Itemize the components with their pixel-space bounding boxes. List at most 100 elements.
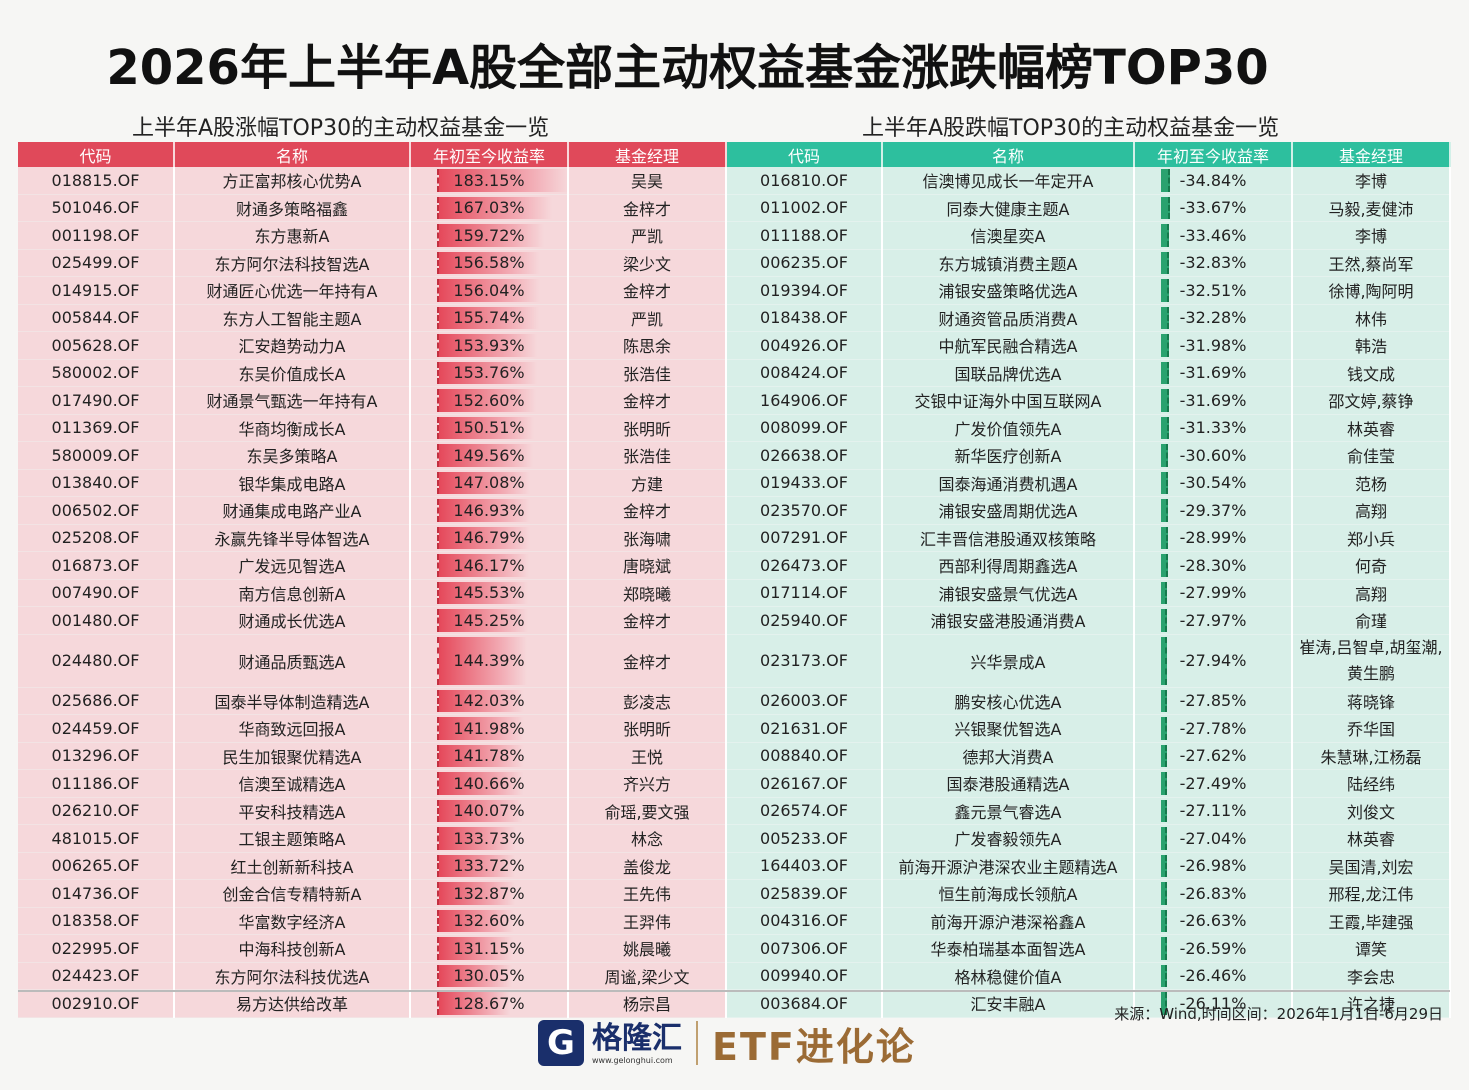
gain-code: 025499.OF — [18, 249, 175, 277]
gain-name: 广发远见智选A — [174, 551, 411, 580]
loss-manager: 王然,蔡尚军 — [1292, 249, 1451, 277]
loss-return: -30.60% — [1134, 441, 1293, 470]
loss-name: 华泰柏瑞基本面智选A — [882, 934, 1135, 963]
loss-header-return: 年初至今收益率 — [1134, 142, 1293, 167]
loss-return: -27.62% — [1134, 742, 1293, 770]
loss-manager: 吴国清,刘宏 — [1292, 852, 1451, 880]
gain-return: 128.67% — [410, 989, 569, 1018]
loss-code: 009940.OF — [726, 962, 883, 990]
gain-return-value: 128.67% — [453, 993, 525, 1013]
gain-code: 005844.OF — [18, 304, 175, 332]
loss-return-bar — [1161, 444, 1168, 467]
gain-return-value: 149.56% — [453, 445, 525, 465]
loss-return-bar — [1161, 526, 1168, 549]
gain-manager: 陈思余 — [568, 331, 727, 360]
gain-manager: 金梓才 — [568, 496, 727, 525]
brand-text: 格隆汇 www.gelonghui.com — [592, 1020, 682, 1065]
loss-return-bar — [1161, 689, 1167, 712]
brand-name: 格隆汇 — [592, 1020, 682, 1056]
loss-code: 023173.OF — [726, 634, 883, 688]
gain-return: 142.03% — [410, 687, 569, 715]
loss-name: 西部利得周期鑫选A — [882, 551, 1135, 580]
loss-return-value: -26.11% — [1179, 993, 1247, 1013]
loss-return: -32.28% — [1134, 304, 1293, 332]
brand-url: www.gelonghui.com — [592, 1055, 673, 1065]
gain-code: 026210.OF — [18, 797, 175, 825]
loss-return-value: -33.67% — [1179, 198, 1247, 218]
table-row: 025499.OF 东方阿尔法科技智选A 156.58% 梁少文 006235.OF 东方… — [18, 249, 1451, 277]
gain-return: 146.79% — [410, 524, 569, 552]
gain-name: 华富数字经济A — [174, 907, 411, 935]
loss-manager: 俞佳莹 — [1292, 441, 1451, 470]
loss-name: 汇丰晋信港股通双核策略 — [882, 524, 1135, 552]
gain-name: 华商均衡成长A — [174, 414, 411, 442]
loss-return: -32.51% — [1134, 276, 1293, 305]
gain-return-bar — [437, 196, 552, 219]
gain-return: 132.60% — [410, 907, 569, 935]
gain-name: 财通成长优选A — [174, 606, 411, 635]
loss-name: 国泰港股通精选A — [882, 769, 1135, 798]
gain-name: 财通多策略福鑫 — [174, 194, 411, 222]
gain-manager: 王先伟 — [568, 879, 727, 908]
gain-code: 014915.OF — [18, 276, 175, 305]
loss-name: 浦银安盛策略优选A — [882, 276, 1135, 305]
loss-code: 026638.OF — [726, 441, 883, 470]
gain-return-bar — [437, 827, 516, 850]
gain-name: 平安科技精选A — [174, 797, 411, 825]
table-row: 005628.OF 汇安趋势动力A 153.93% 陈思余 004926.OF 中航军民融… — [18, 331, 1451, 360]
gain-return: 141.98% — [410, 714, 569, 743]
loss-return: -31.69% — [1134, 359, 1293, 387]
gain-header-return: 年初至今收益率 — [410, 142, 569, 167]
loss-code: 023570.OF — [726, 496, 883, 525]
loss-code: 008840.OF — [726, 742, 883, 770]
loss-return: -28.30% — [1134, 551, 1293, 580]
loss-manager: 范杨 — [1292, 469, 1451, 497]
loss-code: 164906.OF — [726, 386, 883, 415]
gain-return-bar — [437, 416, 534, 439]
loss-name: 浦银安盛周期优选A — [882, 496, 1135, 525]
gain-code: 580009.OF — [18, 441, 175, 470]
gain-manager: 金梓才 — [568, 276, 727, 305]
gain-return-value: 141.78% — [453, 746, 525, 766]
gain-code: 013840.OF — [18, 469, 175, 497]
gain-code: 016873.OF — [18, 551, 175, 580]
gain-manager: 金梓才 — [568, 634, 727, 688]
gain-name: 信澳至诚精选A — [174, 769, 411, 798]
gain-return: 144.39% — [410, 634, 569, 688]
ranking-tables: 代码 名称 年初至今收益率 基金经理 代码 名称 年初至今收益率 基金经理 01… — [18, 142, 1451, 1018]
loss-return: -27.85% — [1134, 687, 1293, 715]
gain-header-manager: 基金经理 — [568, 142, 727, 167]
loss-return-bar — [1161, 471, 1168, 494]
loss-return-value: -32.51% — [1179, 280, 1247, 300]
loss-return: -31.98% — [1134, 331, 1293, 360]
loss-manager: 林伟 — [1292, 304, 1451, 332]
gain-return-value: 144.39% — [453, 651, 525, 670]
gain-return-bar — [437, 581, 528, 604]
loss-manager: 朱慧琳,江杨磊 — [1292, 742, 1451, 770]
gain-manager: 吴昊 — [568, 167, 727, 195]
gain-return-value: 150.51% — [453, 418, 525, 438]
table-row: 013840.OF 银华集成电路A 147.08% 方建 019433.OF 国泰海通消费… — [18, 469, 1451, 497]
loss-return: -27.04% — [1134, 824, 1293, 853]
loss-name: 鹏安核心优选A — [882, 687, 1135, 715]
gain-return-value: 156.04% — [453, 280, 525, 300]
gain-name: 财通匠心优选一年持有A — [174, 276, 411, 305]
gain-code: 018815.OF — [18, 167, 175, 195]
gain-manager: 林念 — [568, 824, 727, 853]
table-row: 011369.OF 华商均衡成长A 150.51% 张明昕 008099.OF 广发价值领… — [18, 414, 1451, 442]
gain-name: 红土创新新科技A — [174, 852, 411, 880]
gain-code: 006502.OF — [18, 496, 175, 525]
gain-return-value: 152.60% — [453, 390, 525, 410]
table-row: 025208.OF 永赢先锋半导体智选A 146.79% 张海啸 007291.OF 汇丰… — [18, 524, 1451, 552]
loss-return: -27.94% — [1134, 634, 1293, 688]
loss-return-bar — [1161, 279, 1169, 302]
loss-return: -27.49% — [1134, 769, 1293, 798]
gain-return-value: 140.66% — [453, 773, 525, 793]
table-body: 018815.OF 方正富邦核心优势A 183.15% 吴昊 016810.OF 信澳博见… — [18, 167, 1451, 1018]
gain-name: 创金合信专精特新A — [174, 879, 411, 908]
loss-manager: 蒋晓锋 — [1292, 687, 1451, 715]
gain-return-bar — [437, 609, 528, 632]
loss-manager: 林英睿 — [1292, 824, 1451, 853]
loss-code: 011002.OF — [726, 194, 883, 222]
gain-return-bar — [437, 882, 515, 905]
